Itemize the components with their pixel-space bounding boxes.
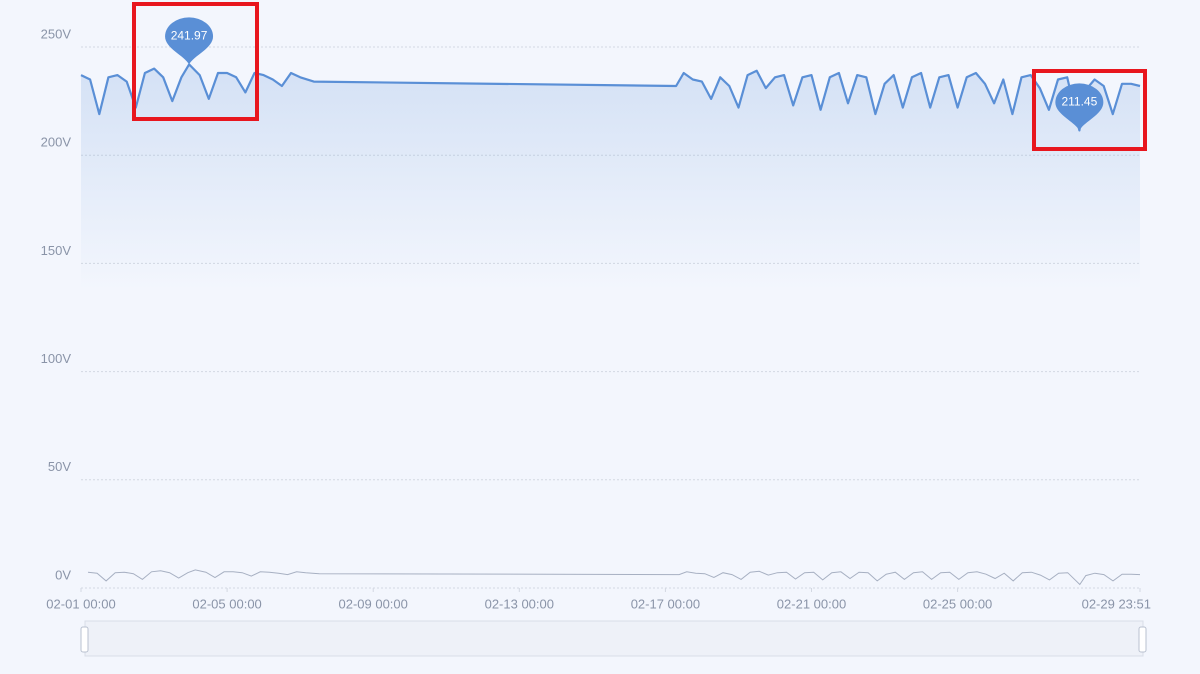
- x-tick-label: 02-05 00:00: [192, 596, 261, 611]
- zoom-line: [87, 569, 1141, 586]
- zoom-handle[interactable]: [80, 626, 89, 653]
- plot-area: 0V 50V 100V 150V 200V 250V 02-01 00:00 02-05 00…: [41, 26, 1151, 611]
- x-tick-label: 02-01 00:00: [46, 596, 115, 611]
- x-tick-label: 02-17 00:00: [631, 596, 700, 611]
- highlight-box: [1032, 69, 1147, 151]
- x-tick-label: 02-25 00:00: [923, 596, 992, 611]
- zoom-slider[interactable]: [84, 620, 1144, 657]
- x-tick-label: 02-13 00:00: [485, 596, 554, 611]
- mark-label: 211.45: [1061, 95, 1097, 109]
- mark-pin: [1055, 83, 1104, 131]
- zoom-handle[interactable]: [1138, 626, 1147, 653]
- x-tick-label: 02-21 00:00: [777, 596, 846, 611]
- area: [81, 64, 1140, 588]
- highlight-box: [132, 2, 259, 121]
- y-tick-label: 0V: [55, 567, 71, 582]
- line: [80, 63, 1141, 132]
- y-tick-label: 200V: [41, 135, 72, 150]
- mark-pin: [165, 17, 214, 65]
- y-tick-label: 250V: [41, 26, 72, 41]
- x-tick-label: 02-29 23:51: [1082, 596, 1151, 611]
- mark-label: 241.97: [171, 29, 208, 43]
- y-tick-label: 150V: [41, 243, 72, 258]
- y-tick-label: 50V: [48, 459, 71, 474]
- x-tick-label: 02-09 00:00: [338, 596, 407, 611]
- y-tick-label: 100V: [41, 351, 72, 366]
